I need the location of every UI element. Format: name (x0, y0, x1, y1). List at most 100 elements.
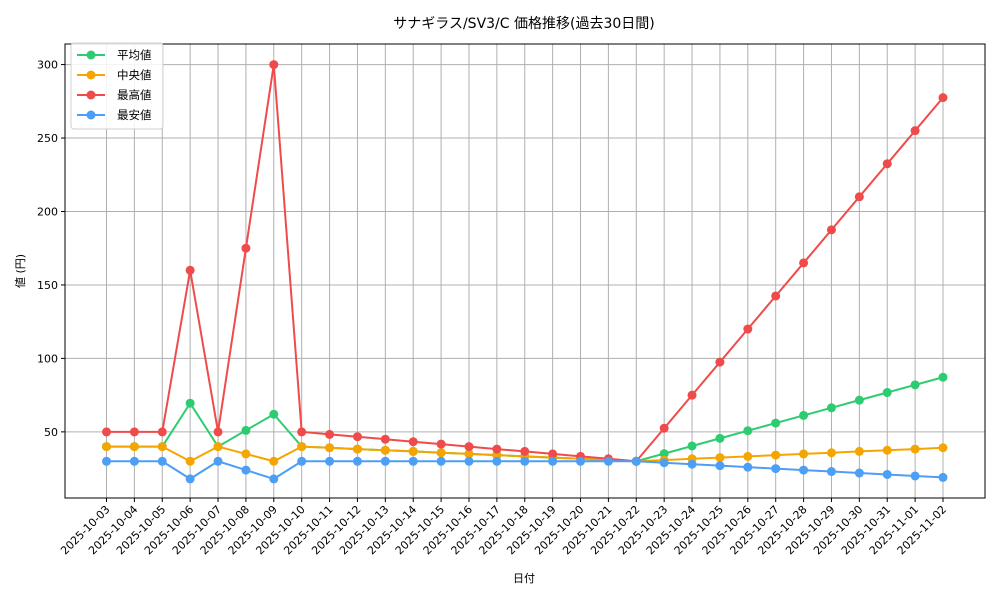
data-point (687, 441, 697, 451)
data-point (826, 467, 836, 477)
data-point (185, 474, 195, 484)
data-point (826, 448, 836, 458)
series-最安値 (102, 456, 948, 484)
legend-marker-icon (86, 70, 96, 80)
data-point (352, 432, 362, 442)
legend-label: 最高値 (117, 88, 152, 102)
data-point (659, 449, 669, 459)
data-point (464, 442, 474, 452)
data-point (799, 410, 809, 420)
data-point (408, 437, 418, 447)
data-point (213, 427, 223, 437)
data-point (826, 225, 836, 235)
data-point (325, 443, 335, 453)
data-point (408, 446, 418, 456)
data-point (882, 445, 892, 455)
data-point (743, 324, 753, 334)
y-tick-label: 250 (37, 132, 58, 145)
data-point (129, 427, 139, 437)
data-point (715, 433, 725, 443)
data-point (129, 442, 139, 452)
data-point (464, 456, 474, 466)
y-axis-label: 値 (円) (14, 254, 27, 288)
data-point (408, 456, 418, 466)
data-point (241, 465, 251, 475)
legend-marker-icon (86, 90, 96, 100)
legend-item: 最安値 (77, 108, 152, 122)
data-point (826, 403, 836, 413)
legend-label: 最安値 (117, 108, 152, 122)
data-point (492, 456, 502, 466)
y-axis-ticks: 50 100 150 200 250 300 (37, 59, 65, 439)
data-point (241, 243, 251, 253)
y-tick-label: 150 (37, 279, 58, 292)
data-point (854, 395, 864, 405)
data-point (352, 456, 362, 466)
data-point (157, 442, 167, 452)
data-point (325, 456, 335, 466)
data-point (241, 449, 251, 459)
data-point (910, 444, 920, 454)
data-point (269, 456, 279, 466)
data-point (185, 265, 195, 275)
data-point (380, 456, 390, 466)
y-tick-label: 200 (37, 205, 58, 218)
series-layer (102, 60, 948, 484)
data-point (743, 462, 753, 472)
data-point (854, 446, 864, 456)
data-point (269, 474, 279, 484)
series-最高値 (102, 60, 948, 466)
chart-title: サナギラス/SV3/C 価格推移(過去30日間) (393, 16, 655, 32)
data-point (297, 442, 307, 452)
data-point (185, 456, 195, 466)
data-point (799, 465, 809, 475)
data-point (576, 456, 586, 466)
y-tick-label: 50 (44, 426, 58, 439)
data-point (603, 456, 613, 466)
data-point (185, 398, 195, 408)
legend-box (70, 42, 164, 130)
data-point (548, 456, 558, 466)
x-axis-label: 日付 (513, 572, 535, 585)
data-point (854, 468, 864, 478)
legend-marker-icon (86, 50, 96, 60)
data-point (854, 192, 864, 202)
data-point (157, 456, 167, 466)
data-point (910, 380, 920, 390)
data-point (492, 444, 502, 454)
data-point (659, 423, 669, 433)
data-point (771, 464, 781, 474)
data-point (325, 429, 335, 439)
data-point (464, 449, 474, 459)
data-point (102, 427, 111, 437)
legend-marker-icon (86, 110, 96, 120)
data-point (743, 426, 753, 436)
data-point (213, 442, 223, 452)
data-point (213, 456, 223, 466)
data-point (910, 471, 920, 481)
data-point (436, 456, 446, 466)
data-point (938, 443, 948, 453)
data-point (436, 448, 446, 458)
data-point (771, 291, 781, 301)
y-tick-label: 100 (37, 352, 58, 365)
data-point (938, 472, 948, 482)
data-point (799, 449, 809, 459)
data-point (771, 450, 781, 460)
legend-label: 中央値 (117, 68, 152, 82)
x-axis-ticks: 2025-10-032025-10-042025-10-052025-10-06… (58, 498, 949, 557)
y-tick-label: 300 (37, 59, 58, 72)
data-point (352, 444, 362, 454)
data-point (910, 126, 920, 136)
data-point (715, 357, 725, 367)
data-point (269, 60, 279, 70)
data-point (715, 461, 725, 471)
data-point (771, 418, 781, 428)
data-point (799, 258, 809, 268)
data-point (129, 456, 139, 466)
data-point (297, 427, 307, 437)
data-point (938, 372, 948, 382)
data-point (882, 469, 892, 479)
